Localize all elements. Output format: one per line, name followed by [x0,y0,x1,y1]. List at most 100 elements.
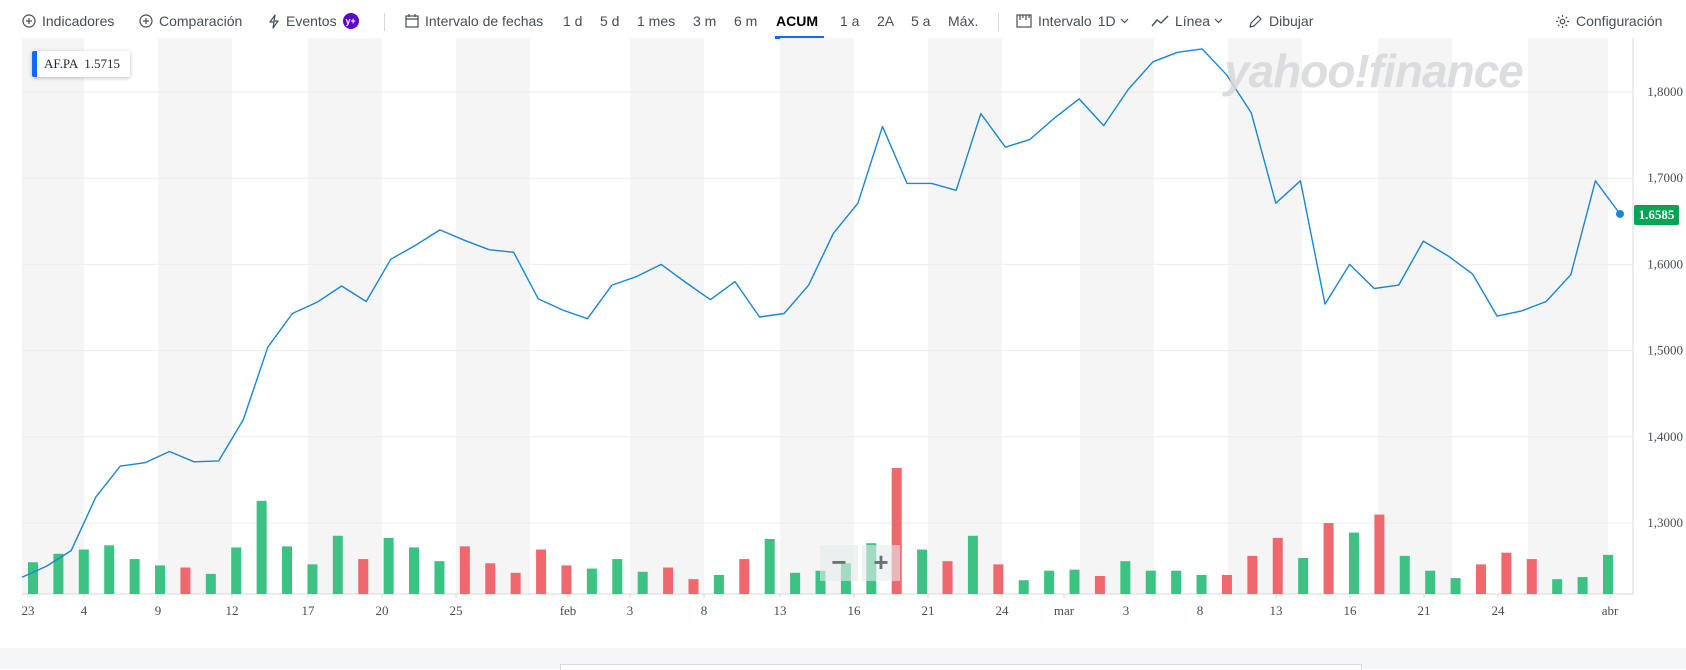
x-tick-label: mar [1054,603,1075,618]
volume-bar [561,565,572,594]
week-band [780,38,854,594]
settings-label: Configuración [1576,13,1663,29]
chart-type-label: Línea [1175,13,1211,29]
zoom-in-button[interactable]: + [862,545,900,581]
volume-bar [1069,569,1080,594]
volume-bar [942,561,953,594]
last-price-dot [1616,209,1624,218]
events-button[interactable]: Eventos y+ [268,11,359,31]
volume-bar [1526,559,1537,594]
x-tick-label: 9 [155,603,162,618]
volume-bar [1044,570,1055,594]
volume-bar [28,562,38,594]
interval-dropdown[interactable]: Intervalo 1D [1016,11,1135,31]
volume-bar [815,570,826,594]
week-band [1080,38,1154,594]
volume-bar [53,553,64,594]
volume-bar [409,547,420,594]
volume-bar [1094,576,1105,594]
volume-bar [78,549,89,594]
range-1d[interactable]: 1 d [563,13,583,29]
volume-bar [790,572,801,594]
volume-bar [155,565,166,594]
range-5a[interactable]: 5 a [911,13,931,29]
events-label: Eventos [286,13,337,29]
x-tick-label: 8 [1197,603,1204,618]
x-tick-label: 8 [701,603,708,618]
week-band [630,38,704,594]
volume-bar [1577,577,1588,594]
range-1mes[interactable]: 1 mes [637,13,676,29]
date-range-label: Intervalo de fechas [425,13,544,29]
volume-bar [1171,570,1182,594]
zoom-controls: − + [820,545,900,581]
volume-bar [1247,555,1258,594]
chevron-down-icon [1214,18,1223,24]
x-tick-label: 24 [996,603,1010,618]
yahoo-plus-badge: y+ [342,13,359,29]
plus-circle-icon [139,14,153,28]
series-legend[interactable]: AF.PA 1.5715 [32,51,131,77]
volume-bar [1298,558,1309,594]
x-tick-label: 16 [848,603,862,618]
y-tick-label: 1,6000 [1647,256,1683,271]
volume-bar [231,547,242,594]
range-1a[interactable]: 1 a [840,13,860,29]
x-tick-label: abr [1602,603,1619,618]
draw-button[interactable]: Dibujar [1248,11,1313,31]
week-band [308,38,382,594]
x-tick-label: 4 [81,603,88,618]
current-price-tag: 1.6585 [1634,205,1679,225]
chart-toolbar: Indicadores Comparación Eventos y+ Inter… [0,0,1686,40]
volume-bar [1425,570,1436,594]
footer-bar [0,648,1686,669]
volume-bar [1450,578,1461,594]
y-tick-label: 1,8000 [1647,84,1683,99]
volume-bar [993,564,1004,594]
indicators-label: Indicadores [42,13,115,29]
volume-bar [282,546,293,594]
date-range-button[interactable]: Intervalo de fechas [405,11,543,31]
volume-bar [637,571,648,594]
volume-bar [307,564,318,594]
footer-panel [560,664,1362,670]
volume-bar [358,559,369,594]
chart-type-dropdown[interactable]: Línea [1151,11,1229,31]
y-tick-label: 1,5000 [1647,343,1683,358]
x-tick-label: 25 [450,603,463,618]
volume-bar [332,535,343,594]
gear-icon [1556,14,1569,28]
price-line [21,48,1621,578]
week-band [1228,38,1302,594]
settings-button[interactable]: Configuración [1555,11,1662,31]
volume-bar [1145,570,1156,594]
zoom-out-button[interactable]: − [820,545,858,581]
x-tick-label: 23 [22,603,35,618]
range-5d[interactable]: 5 d [600,13,620,29]
x-tick-label: 3 [627,603,634,618]
toolbar-divider [998,13,999,31]
price-chart[interactable]: 1,3000 1,4000 1,5000 1,6000 1,7000 1,8000 23 4 9… [0,36,1686,636]
range-2a[interactable]: 2A [877,13,895,29]
volume-bar [1323,523,1334,594]
volume-bar [459,546,470,594]
volume-bar [586,568,597,594]
volume-bar [434,561,445,594]
volume-bar [1348,532,1359,594]
volume-bar [205,573,216,594]
week-band [928,38,1002,594]
range-max[interactable]: Máx. [948,13,979,29]
volume-bar [1196,574,1207,594]
comparison-button[interactable]: Comparación [139,11,242,31]
range-ytd[interactable]: ACUM [776,13,818,29]
range-3m[interactable]: 3 m [693,13,717,29]
x-tick-label: 17 [302,603,316,618]
range-6m[interactable]: 6 m [734,13,758,29]
volume-bar [1552,579,1563,594]
x-tick-label: feb [560,603,577,618]
volume-bar [917,549,928,594]
line-chart-icon [1151,15,1169,27]
volume-bar [129,559,140,594]
x-tick-label: 13 [774,603,787,618]
indicators-button[interactable]: Indicadores [22,11,114,31]
